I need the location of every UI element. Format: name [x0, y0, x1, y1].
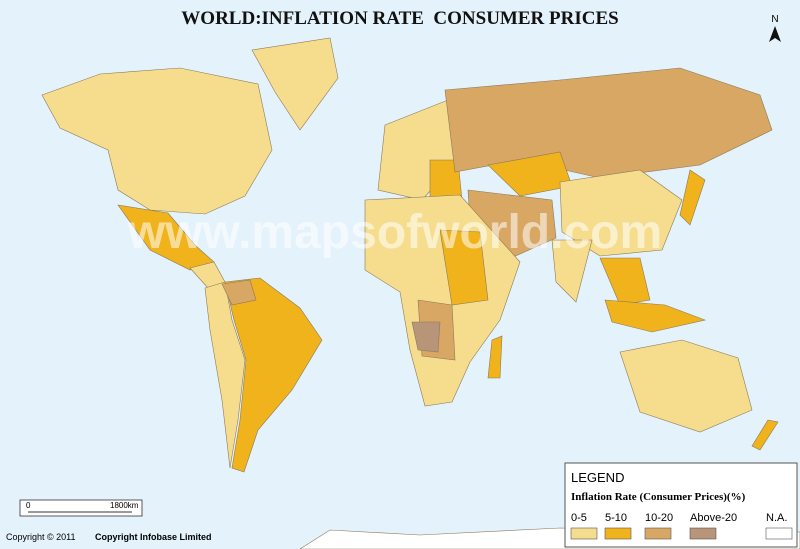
legend-label: 5-10: [605, 512, 627, 524]
legend-swatch: [644, 527, 672, 540]
copyright-year: Copyright © 2011: [6, 532, 76, 542]
legend-box: [564, 462, 798, 548]
legend-label: Above-20: [690, 512, 737, 524]
southeast-asia: [599, 257, 651, 306]
japan: [679, 169, 706, 226]
legend-label: N.A.: [766, 512, 787, 524]
new-zealand: [751, 419, 779, 451]
north-label: N: [771, 14, 778, 25]
legend-title: LEGEND: [571, 470, 624, 485]
south-america-east: [224, 277, 323, 473]
russia: [444, 67, 773, 179]
angola: [411, 321, 441, 353]
legend-swatch: [604, 527, 632, 540]
legend: LEGEND Inflation Rate (Consumer Prices)(…: [564, 462, 798, 548]
legend-swatch: [570, 527, 598, 540]
legend-swatch: [765, 527, 793, 540]
india: [551, 239, 593, 303]
central-africa: [439, 229, 489, 306]
north-arrow: [769, 26, 781, 42]
legend-label: 0-5: [571, 512, 587, 524]
countries: [41, 37, 800, 549]
legend-subtitle: Inflation Rate (Consumer Prices)(%): [571, 491, 746, 503]
watermark: www.mapsofworld.com: [127, 206, 662, 259]
venezuela: [221, 279, 257, 306]
scale-end: 1800km: [110, 501, 139, 510]
north-america: [41, 67, 273, 215]
australia: [619, 339, 753, 433]
legend-swatch: [689, 527, 717, 540]
madagascar: [487, 335, 503, 379]
china: [559, 169, 683, 257]
scale-start: 0: [26, 501, 31, 510]
indonesia: [604, 299, 707, 333]
legend-label: 10-20: [645, 512, 673, 524]
greenland: [251, 37, 339, 131]
copyright-holder: Copyright Infobase Limited: [95, 532, 212, 542]
map-title: WORLD:INFLATION RATE CONSUMER PRICES: [181, 8, 618, 29]
scale-bar: 0 1800km: [19, 499, 143, 517]
